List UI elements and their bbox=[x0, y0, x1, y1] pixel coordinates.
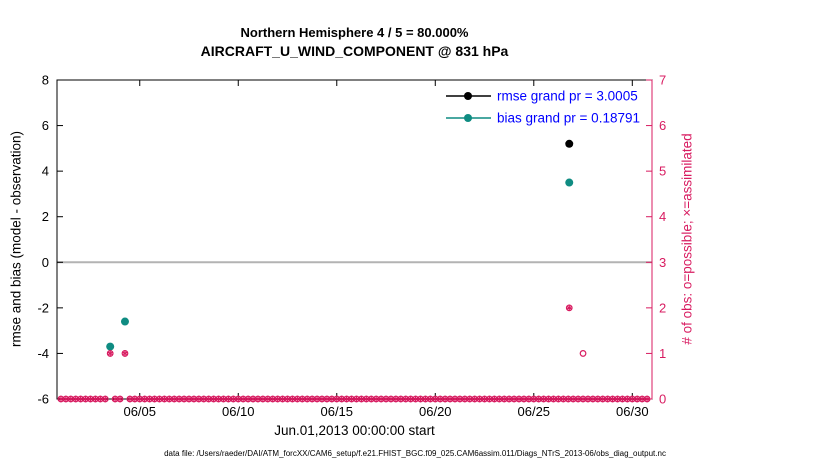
x-tick-label: 06/25 bbox=[518, 404, 551, 419]
axes-box bbox=[56, 79, 653, 400]
data-file-caption: data file: /Users/raeder/DAI/ATM_forcXX/… bbox=[164, 449, 666, 458]
obs-possible-point bbox=[579, 350, 587, 357]
x-tick-label: 06/15 bbox=[320, 404, 353, 419]
y-tick-label-left: 2 bbox=[42, 209, 49, 224]
bias-point bbox=[106, 342, 115, 351]
y-tick-label-right: 4 bbox=[659, 209, 666, 224]
y-tick-label-left: -6 bbox=[37, 392, 49, 407]
rmse-point bbox=[565, 139, 574, 148]
legend-marker-bias bbox=[464, 114, 472, 122]
y-tick-label-right: 5 bbox=[659, 164, 666, 179]
legend-label-rmse: rmse grand pr = 3.0005 bbox=[497, 89, 638, 104]
obs-assimilated-point bbox=[566, 304, 573, 312]
obs-count-zero-marker bbox=[643, 395, 651, 403]
bias-point bbox=[565, 178, 574, 187]
x-tick-label: 06/20 bbox=[419, 404, 452, 419]
obs-count-zero-marker bbox=[116, 395, 124, 403]
obs-count-zero-marker bbox=[102, 395, 109, 403]
left-y-axis-label: rmse and bias (model - observation) bbox=[8, 130, 24, 348]
legend-marker-rmse bbox=[464, 92, 472, 100]
y-tick-label-right: 6 bbox=[659, 118, 666, 133]
y-tick-label-left: 4 bbox=[42, 164, 49, 179]
plot-subtitle: AIRCRAFT_U_WIND_COMPONENT @ 831 hPa bbox=[200, 43, 509, 59]
obs-assimilated-point bbox=[121, 350, 129, 357]
obs-assimilated-point bbox=[107, 350, 114, 357]
right-y-axis-label: # of obs: o=possible; ×=assimilated bbox=[679, 133, 695, 345]
y-tick-label-right: 0 bbox=[659, 392, 666, 407]
y-tick-label-right: 1 bbox=[659, 346, 666, 361]
x-tick-label: 06/30 bbox=[616, 404, 649, 419]
y-tick-label-left: 6 bbox=[42, 118, 49, 133]
y-tick-label-right: 3 bbox=[659, 255, 666, 270]
y-tick-label-left: 8 bbox=[42, 73, 49, 88]
y-tick-label-right: 7 bbox=[659, 73, 666, 88]
x-axis-label: Jun.01,2013 00:00:00 start bbox=[274, 423, 435, 438]
y-tick-label-left: -2 bbox=[37, 300, 49, 315]
y-tick-label-left: 0 bbox=[42, 255, 49, 270]
y-tick-label-right: 2 bbox=[659, 300, 666, 315]
x-tick-label: 06/05 bbox=[123, 404, 156, 419]
plot-title: Northern Hemisphere 4 / 5 = 80.000% bbox=[240, 25, 469, 40]
legend-label-bias: bias grand pr = 0.18791 bbox=[497, 111, 640, 126]
y-tick-label-left: -4 bbox=[37, 346, 49, 361]
bias-point bbox=[120, 317, 129, 326]
x-tick-label: 06/10 bbox=[222, 404, 255, 419]
